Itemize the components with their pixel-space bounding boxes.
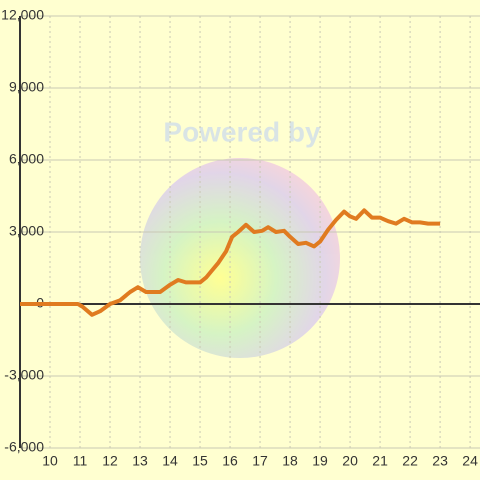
x-tick-label: 20 bbox=[342, 453, 358, 469]
x-tick-label: 13 bbox=[132, 453, 148, 469]
y-tick-label: 12,000 bbox=[1, 7, 44, 23]
y-tick-label: -3,000 bbox=[4, 367, 44, 383]
line-series bbox=[20, 208, 441, 317]
x-tick-label: 14 bbox=[162, 453, 178, 469]
x-tick-label: 12 bbox=[102, 453, 118, 469]
x-tick-label: 11 bbox=[73, 453, 88, 469]
x-tick-label: 10 bbox=[42, 453, 58, 469]
x-tick-label: 23 bbox=[432, 453, 448, 469]
x-tick-label: 24 bbox=[462, 453, 478, 469]
y-tick-label: -6,000 bbox=[4, 439, 44, 455]
x-tick-label: 18 bbox=[282, 453, 298, 469]
y-tick-label: 6,000 bbox=[9, 151, 44, 167]
x-tick-label: 15 bbox=[192, 453, 208, 469]
y-tick-label: 3,000 bbox=[9, 223, 44, 239]
x-tick-label: 19 bbox=[312, 453, 328, 469]
x-tick-label: 21 bbox=[372, 453, 388, 469]
x-tick-label: 22 bbox=[402, 453, 418, 469]
y-tick-label: 9,000 bbox=[9, 79, 44, 95]
watermark-text: Powered by bbox=[163, 116, 321, 147]
x-tick-label: 17 bbox=[252, 453, 268, 469]
x-tick-label: 16 bbox=[222, 453, 238, 469]
